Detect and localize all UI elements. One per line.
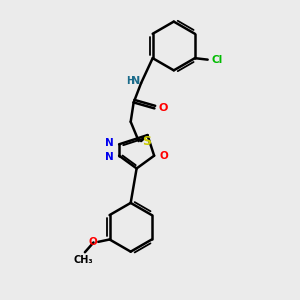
Text: Cl: Cl (212, 55, 223, 64)
Text: N: N (105, 138, 114, 148)
Text: O: O (160, 151, 168, 161)
Text: H: H (126, 76, 134, 86)
Text: N: N (105, 152, 114, 162)
Text: N: N (131, 76, 140, 86)
Text: O: O (159, 103, 168, 113)
Text: CH₃: CH₃ (74, 255, 93, 265)
Text: S: S (142, 135, 152, 148)
Text: O: O (88, 237, 97, 247)
